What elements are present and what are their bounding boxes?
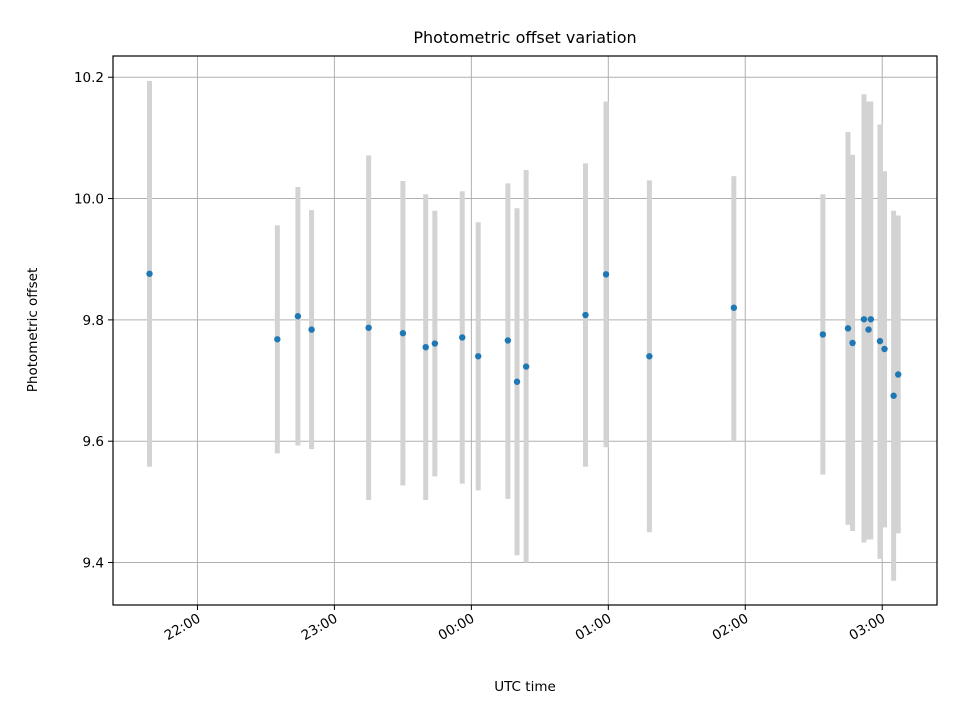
data-point: [602, 271, 610, 278]
plot-frame: [112, 55, 938, 606]
data-point: [365, 324, 372, 331]
y-axis-ticks: 9.4 9.6 9.8 10.0 10.2: [74, 70, 113, 572]
data-point: [865, 326, 872, 333]
data-point: [881, 345, 888, 353]
data-point: [867, 316, 875, 323]
data-point: [422, 343, 429, 351]
data-point: [646, 353, 653, 360]
data-point: [308, 326, 315, 333]
data-point: [399, 330, 407, 337]
y-tick-label: 10.0: [74, 192, 104, 208]
data-point: [890, 392, 897, 399]
data-points: [146, 270, 902, 399]
y-tick-label: 9.4: [83, 556, 104, 572]
data-point: [522, 363, 530, 370]
x-tick-label: 02:00: [710, 611, 752, 644]
chart-title: Photometric offset variation: [413, 28, 636, 47]
data-point: [844, 325, 852, 332]
error-bars: [147, 80, 901, 581]
data-point: [146, 270, 153, 277]
x-tick-label: 03:00: [847, 611, 889, 644]
data-point: [894, 371, 902, 378]
data-point: [504, 337, 512, 344]
y-tick-label: 9.8: [83, 313, 104, 329]
y-axis-label: Photometric offset: [25, 268, 41, 392]
data-point: [876, 337, 884, 345]
y-tick-label: 10.2: [74, 70, 104, 86]
x-axis-ticks: 22:00 23:00 00:00 01:00 02:00 03:00: [162, 605, 888, 644]
x-axis-label: UTC time: [494, 679, 556, 695]
data-point: [475, 353, 482, 360]
x-tick-label: 23:00: [299, 611, 341, 644]
data-point: [860, 316, 868, 323]
data-point: [294, 313, 302, 320]
x-tick-label: 22:00: [162, 611, 204, 644]
x-tick-label: 00:00: [436, 611, 478, 644]
y-tick-label: 9.6: [83, 434, 104, 450]
data-point: [582, 311, 589, 319]
data-point: [819, 331, 827, 338]
data-point: [459, 334, 466, 341]
x-tick-label: 01:00: [573, 611, 615, 644]
data-point: [849, 339, 856, 347]
data-point: [513, 378, 521, 385]
data-point: [730, 304, 738, 311]
data-point: [431, 340, 439, 347]
data-point: [274, 336, 281, 343]
